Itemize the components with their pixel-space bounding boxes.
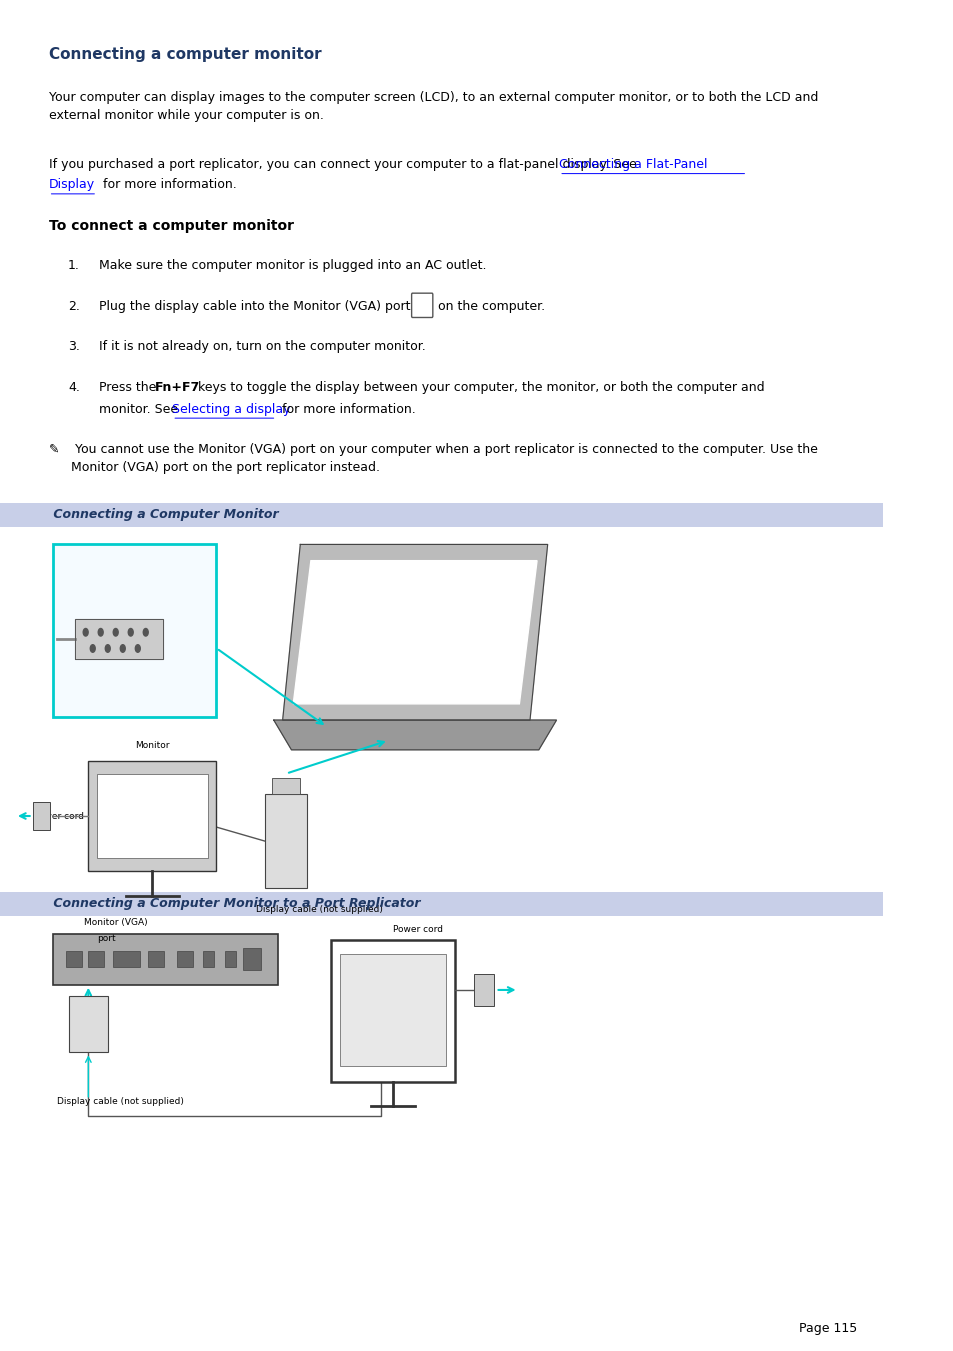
Polygon shape bbox=[282, 544, 547, 720]
Text: 3.: 3. bbox=[68, 340, 80, 354]
Bar bbox=[53, 934, 278, 985]
Text: on the computer.: on the computer. bbox=[434, 300, 544, 313]
Bar bbox=[176, 951, 193, 967]
FancyBboxPatch shape bbox=[53, 544, 216, 717]
Text: Connecting a Computer Monitor: Connecting a Computer Monitor bbox=[49, 508, 278, 521]
Circle shape bbox=[91, 644, 95, 653]
Text: Display cable (not supplied): Display cable (not supplied) bbox=[256, 905, 383, 915]
Circle shape bbox=[105, 644, 111, 653]
Bar bbox=[243, 948, 260, 970]
Bar bbox=[97, 774, 208, 858]
Text: Display cable (not supplied): Display cable (not supplied) bbox=[57, 1097, 184, 1106]
Text: Monitor (VGA): Monitor (VGA) bbox=[84, 917, 148, 927]
Text: keys to toggle the display between your computer, the monitor, or both the compu: keys to toggle the display between your … bbox=[194, 381, 764, 394]
Bar bbox=[225, 951, 235, 967]
Bar bbox=[339, 954, 446, 1066]
Bar bbox=[89, 761, 216, 871]
Bar bbox=[66, 951, 82, 967]
Text: Connecting a computer monitor: Connecting a computer monitor bbox=[49, 47, 321, 62]
Text: for more information.: for more information. bbox=[278, 403, 416, 416]
Text: Monitor: Monitor bbox=[62, 555, 96, 565]
Circle shape bbox=[128, 628, 133, 636]
Text: To connect a computer monitor: To connect a computer monitor bbox=[49, 219, 294, 232]
Circle shape bbox=[83, 628, 88, 636]
Bar bbox=[113, 951, 139, 967]
Polygon shape bbox=[75, 619, 163, 659]
Text: If you purchased a port replicator, you can connect your computer to a flat-pane: If you purchased a port replicator, you … bbox=[49, 158, 639, 172]
Text: Selecting a display: Selecting a display bbox=[172, 403, 291, 416]
Bar bbox=[149, 951, 164, 967]
Text: Monitor: Monitor bbox=[135, 740, 170, 750]
Bar bbox=[69, 996, 108, 1052]
Text: Display: Display bbox=[49, 178, 94, 192]
Circle shape bbox=[113, 628, 118, 636]
Text: Plug the display cable into the Monitor (VGA) port: Plug the display cable into the Monitor … bbox=[99, 300, 414, 313]
Text: Power cord: Power cord bbox=[34, 812, 84, 820]
Text: port: port bbox=[97, 934, 115, 943]
Circle shape bbox=[120, 644, 125, 653]
Text: Your computer can display images to the computer screen (LCD), to an external co: Your computer can display images to the … bbox=[49, 91, 817, 122]
Bar bbox=[474, 974, 494, 1006]
Bar bbox=[0, 892, 882, 916]
Text: If it is not already on, turn on the computer monitor.: If it is not already on, turn on the com… bbox=[99, 340, 425, 354]
Text: ✎: ✎ bbox=[49, 443, 59, 457]
Text: Connecting a Computer Monitor to a Port Replicator: Connecting a Computer Monitor to a Port … bbox=[49, 897, 419, 911]
Bar bbox=[0, 503, 882, 527]
Polygon shape bbox=[274, 720, 556, 750]
Circle shape bbox=[98, 628, 103, 636]
Text: monitor. See: monitor. See bbox=[99, 403, 182, 416]
Text: 2.: 2. bbox=[68, 300, 80, 313]
Text: Connecting a Flat-Panel: Connecting a Flat-Panel bbox=[558, 158, 707, 172]
Circle shape bbox=[143, 628, 148, 636]
Text: You cannot use the Monitor (VGA) port on your computer when a port replicator is: You cannot use the Monitor (VGA) port on… bbox=[71, 443, 817, 474]
Text: Page 115: Page 115 bbox=[798, 1321, 856, 1335]
Text: Make sure the computer monitor is plugged into an AC outlet.: Make sure the computer monitor is plugge… bbox=[99, 259, 486, 273]
Text: 1.: 1. bbox=[68, 259, 80, 273]
Text: for more information.: for more information. bbox=[99, 178, 236, 192]
Polygon shape bbox=[293, 561, 537, 704]
FancyBboxPatch shape bbox=[411, 293, 433, 317]
Circle shape bbox=[135, 644, 140, 653]
Bar bbox=[203, 951, 213, 967]
Text: Power cord: Power cord bbox=[393, 924, 442, 934]
Bar bbox=[89, 951, 104, 967]
Bar bbox=[272, 778, 300, 794]
Text: Press the: Press the bbox=[99, 381, 160, 394]
Text: 4.: 4. bbox=[68, 381, 80, 394]
Bar bbox=[32, 802, 51, 830]
Text: (VGA) port: (VGA) port bbox=[62, 574, 110, 584]
Bar bbox=[331, 940, 455, 1082]
Text: Fn+F7: Fn+F7 bbox=[154, 381, 199, 394]
Bar bbox=[265, 794, 307, 889]
